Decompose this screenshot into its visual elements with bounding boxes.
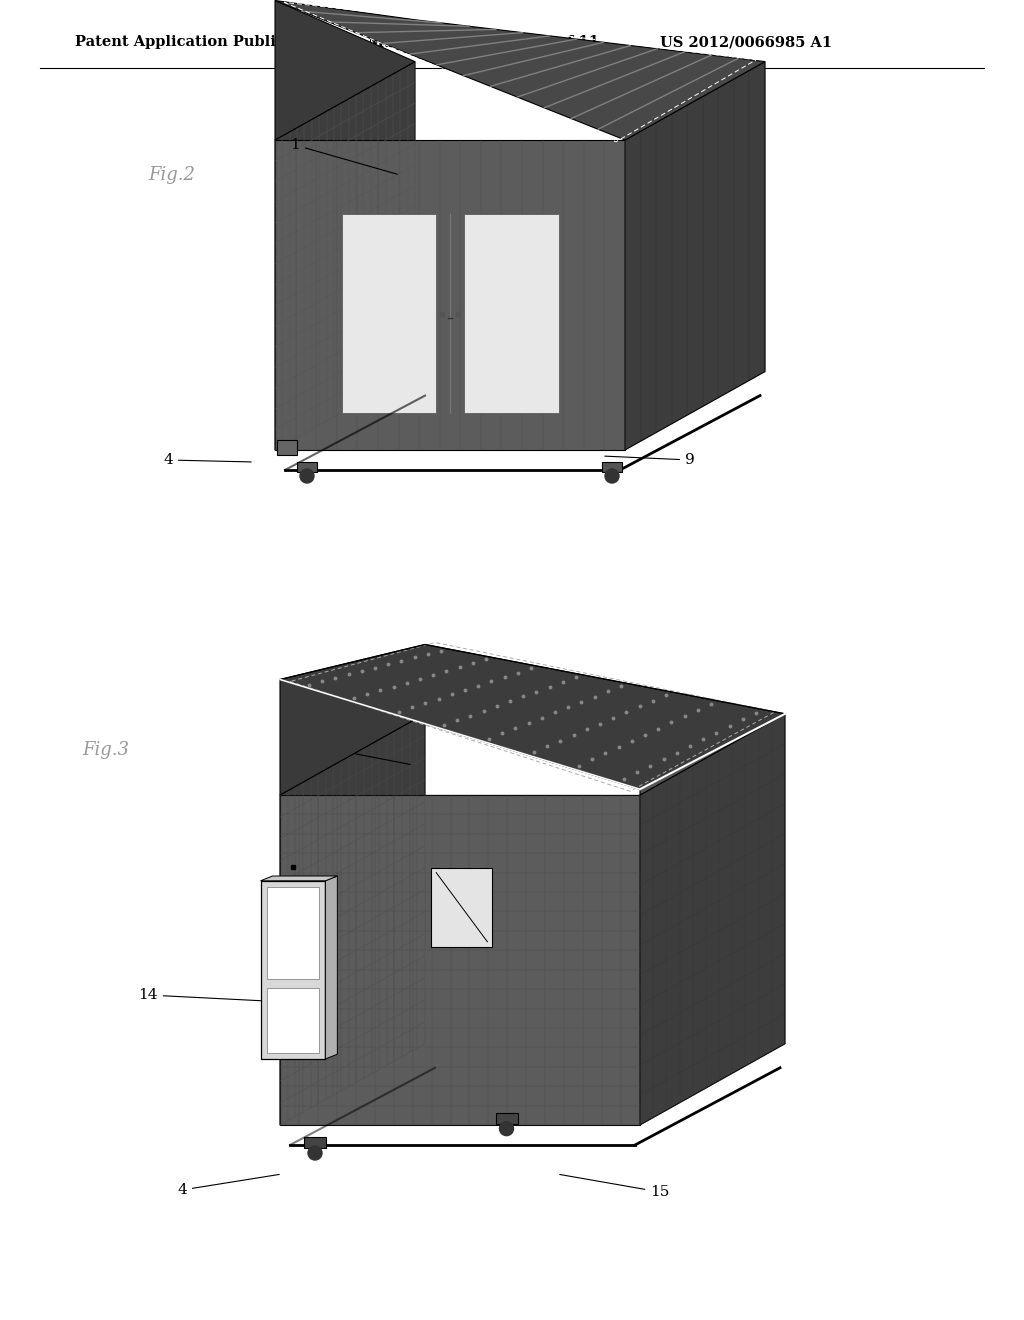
Text: 1: 1	[290, 139, 397, 174]
Polygon shape	[266, 987, 319, 1053]
Polygon shape	[275, 0, 765, 140]
Polygon shape	[280, 680, 425, 795]
Text: Mar. 22, 2012: Mar. 22, 2012	[368, 36, 481, 49]
Text: Fig.3: Fig.3	[82, 741, 129, 759]
Polygon shape	[464, 214, 558, 413]
Polygon shape	[602, 462, 622, 473]
Polygon shape	[266, 887, 319, 979]
Polygon shape	[275, 140, 625, 450]
Circle shape	[500, 1122, 513, 1135]
Polygon shape	[260, 876, 337, 880]
Polygon shape	[341, 214, 436, 413]
Text: Fig.2: Fig.2	[148, 166, 195, 183]
Circle shape	[300, 469, 314, 483]
Polygon shape	[304, 1137, 326, 1148]
Polygon shape	[640, 714, 785, 795]
Polygon shape	[280, 795, 640, 1125]
Circle shape	[308, 1146, 322, 1160]
Polygon shape	[297, 462, 317, 473]
Text: 15: 15	[560, 1175, 670, 1199]
Text: 4: 4	[163, 453, 251, 467]
Polygon shape	[260, 880, 326, 1059]
Text: 1: 1	[305, 738, 411, 764]
Polygon shape	[275, 62, 415, 450]
Text: US 2012/0066985 A1: US 2012/0066985 A1	[660, 36, 833, 49]
Polygon shape	[280, 714, 425, 1125]
Polygon shape	[431, 867, 493, 946]
Polygon shape	[496, 1113, 517, 1123]
Circle shape	[605, 469, 618, 483]
Polygon shape	[625, 62, 765, 450]
Polygon shape	[280, 644, 785, 789]
Text: 9: 9	[605, 453, 695, 467]
Polygon shape	[278, 440, 297, 455]
Text: 14: 14	[138, 987, 284, 1002]
Text: Patent Application Publication: Patent Application Publication	[75, 36, 327, 49]
Text: 4: 4	[177, 1175, 280, 1197]
Text: Sheet 2 of 11: Sheet 2 of 11	[490, 36, 599, 49]
Polygon shape	[326, 876, 337, 1059]
Polygon shape	[275, 0, 415, 140]
Polygon shape	[640, 714, 785, 1125]
